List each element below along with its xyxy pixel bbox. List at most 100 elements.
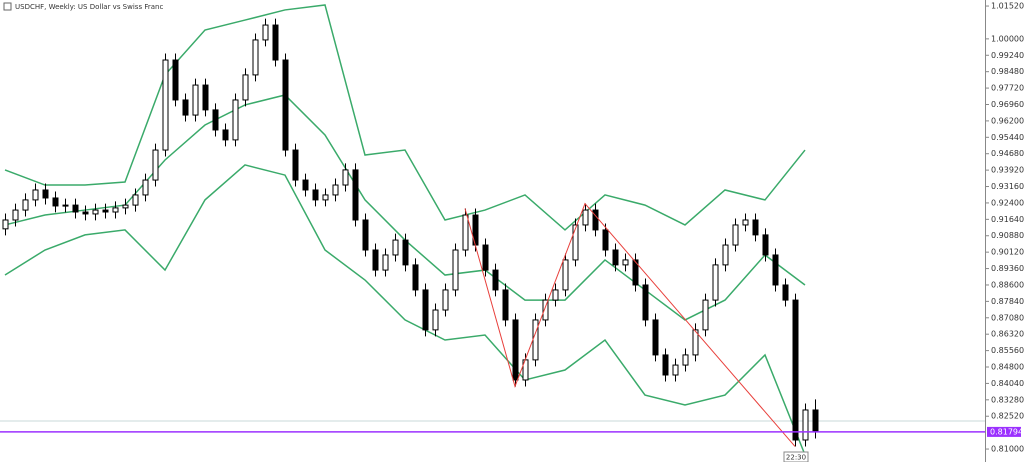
symbol-icon	[3, 2, 12, 11]
candle-body	[462, 214, 469, 251]
candle-body	[632, 259, 639, 286]
candle-body	[712, 264, 719, 301]
candle-body	[572, 224, 579, 261]
candle-body	[422, 289, 429, 331]
y-tick-label: 0.93160	[991, 182, 1024, 191]
candle-body	[322, 194, 329, 201]
y-tick-label: 0.92400	[991, 198, 1024, 207]
candle-body	[592, 209, 599, 231]
candle-body	[792, 299, 799, 441]
candle-body	[672, 364, 679, 376]
candle-body	[212, 109, 219, 131]
candle-body	[552, 289, 559, 301]
candle-body	[292, 149, 299, 181]
candle-body	[142, 179, 149, 196]
candle-body	[602, 229, 609, 251]
candle-body	[652, 319, 659, 356]
candle-body	[412, 264, 419, 291]
candle-body	[492, 269, 499, 291]
candle-body	[132, 194, 139, 206]
candle-body	[512, 319, 519, 381]
y-tick-label: 0.89360	[991, 264, 1024, 273]
candle-body	[692, 329, 699, 356]
y-tick-label: 0.87080	[991, 313, 1024, 322]
current-price-box	[987, 426, 1021, 437]
candle-body	[312, 189, 319, 201]
candle-body	[612, 249, 619, 266]
candle-body	[732, 224, 739, 246]
candle-body	[392, 239, 399, 256]
candle-body	[42, 189, 49, 199]
candle-body	[482, 244, 489, 271]
time-box	[783, 451, 809, 462]
candle-body	[82, 211, 89, 215]
y-tick-label: 0.82520	[991, 412, 1024, 421]
candle-body	[532, 319, 539, 361]
bollinger-lower	[4, 164, 806, 456]
candle-body	[342, 169, 349, 186]
candle-body	[332, 184, 339, 196]
time-label: 22:30	[786, 454, 806, 462]
y-tick-label: 1.00000	[991, 34, 1024, 43]
candle-body	[242, 74, 249, 101]
candle-body	[62, 204, 69, 207]
candle-body	[302, 179, 309, 191]
candle-body	[252, 39, 259, 76]
y-tick-label: 0.94680	[991, 149, 1024, 158]
candle-body	[402, 239, 409, 266]
y-tick-label: 0.88600	[991, 280, 1024, 289]
candle-body	[182, 99, 189, 116]
candle-body	[642, 284, 649, 321]
y-tick-label: 0.96200	[991, 116, 1024, 125]
candle-body	[702, 299, 709, 331]
candle-body	[622, 259, 629, 266]
candle-body	[232, 99, 239, 141]
candle-body	[222, 129, 229, 141]
y-tick-label: 0.85560	[991, 346, 1024, 355]
candle-body	[12, 209, 19, 221]
y-tick-label: 0.96960	[991, 100, 1024, 109]
candle-body	[52, 197, 59, 207]
candle-body	[502, 289, 509, 321]
candle-body	[2, 219, 9, 230]
candle-body	[162, 59, 169, 151]
candle-body	[752, 219, 759, 236]
candle-body	[172, 59, 179, 101]
candle-body	[352, 169, 359, 221]
candle-body	[102, 209, 109, 213]
y-tick-label: 0.97720	[991, 84, 1024, 93]
candle-body	[722, 244, 729, 266]
chart-title: USDCHF, Weekly: US Dollar vs Swiss Franc	[15, 3, 163, 11]
candle-body	[152, 149, 159, 181]
y-tick-label: 0.83280	[991, 395, 1024, 404]
candle-body	[192, 84, 199, 116]
y-tick-label: 0.93920	[991, 166, 1024, 175]
candle-body	[772, 254, 779, 286]
y-tick-label: 1.01520	[991, 2, 1024, 11]
candle-body	[22, 199, 29, 211]
y-tick-label: 0.91640	[991, 215, 1024, 224]
candle-body	[542, 299, 549, 321]
candle-body	[372, 249, 379, 271]
candle-body	[112, 207, 119, 213]
candle-body	[682, 354, 689, 366]
bollinger-upper	[4, 4, 806, 231]
candle-body	[272, 24, 279, 61]
candle-body	[582, 209, 589, 226]
candle-body	[562, 259, 569, 291]
candle-body	[452, 249, 459, 291]
candle-body	[202, 84, 209, 111]
y-tick-label: 0.86320	[991, 330, 1024, 339]
y-tick-label: 0.84800	[991, 363, 1024, 372]
y-tick-label: 0.90120	[991, 248, 1024, 257]
current-price-label: 0.81794	[990, 427, 1023, 436]
candle-body	[742, 219, 749, 226]
candle-body	[92, 209, 99, 215]
candle-body	[282, 59, 289, 151]
candle-body	[762, 234, 769, 256]
candle-body	[382, 254, 389, 271]
candle-body	[362, 219, 369, 251]
y-tick-label: 0.95440	[991, 133, 1024, 142]
